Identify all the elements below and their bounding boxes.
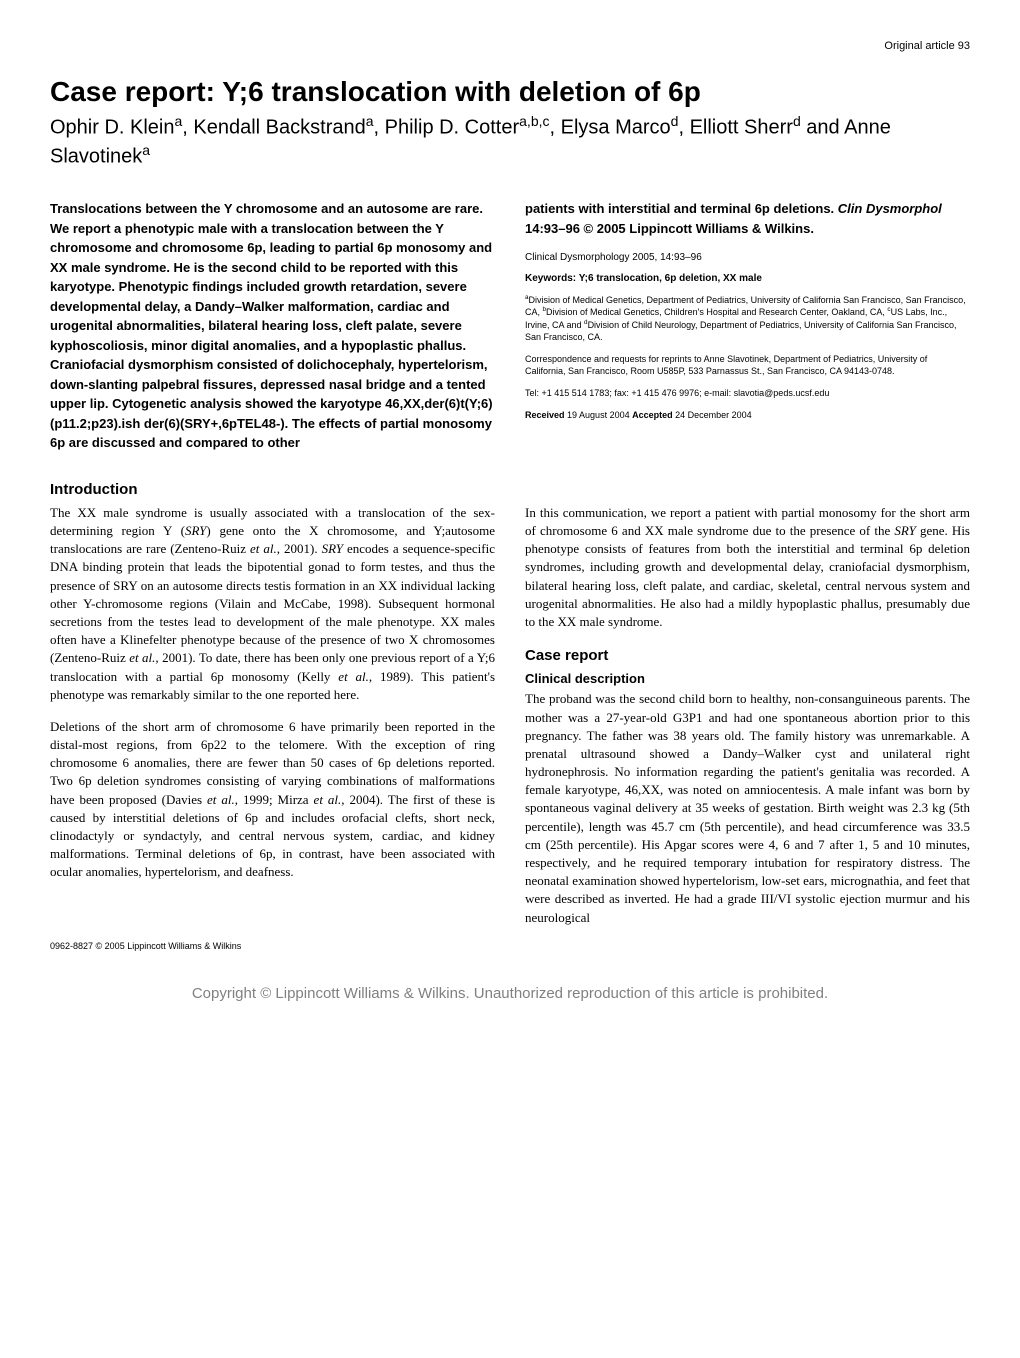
body-row: Introduction The XX male syndrome is usu… (50, 453, 970, 927)
abstract-right-text: patients with interstitial and terminal … (525, 201, 942, 236)
contact-info: Tel: +1 415 514 1783; fax: +1 415 476 99… (525, 387, 970, 399)
intro-title: Introduction (50, 479, 495, 500)
body-right-col: . In this communication, we report a pat… (525, 453, 970, 927)
journal-info: Clinical Dysmorphology 2005, 14:93–96 (525, 252, 970, 263)
abstract-right-col: patients with interstitial and terminal … (525, 199, 970, 453)
bottom-banner: Copyright © Lippincott Williams & Wilkin… (50, 977, 970, 1002)
intro-p2: Deletions of the short arm of chromosome… (50, 718, 495, 882)
affiliations: aDivision of Medical Genetics, Departmen… (525, 294, 970, 343)
footer-copyright: 0962-8827 © 2005 Lippincott Williams & W… (50, 941, 970, 951)
received-accepted: Received 19 August 2004 Accepted 24 Dece… (525, 409, 970, 421)
right-p1: In this communication, we report a patie… (525, 504, 970, 631)
correspondence: Correspondence and requests for reprints… (525, 353, 970, 377)
authors: Ophir D. Kleina, Kendall Backstranda, Ph… (50, 112, 970, 169)
case-p1: The proband was the second child born to… (525, 690, 970, 926)
keywords: Keywords: Y;6 translocation, 6p deletion… (525, 273, 970, 284)
abstract-left: Translocations between the Y chromosome … (50, 199, 495, 453)
abstract-right: patients with interstitial and terminal … (525, 199, 970, 238)
case-title: Case report (525, 645, 970, 666)
abstract-left-col: Translocations between the Y chromosome … (50, 199, 495, 453)
article-title: Case report: Y;6 translocation with dele… (50, 76, 970, 108)
intro-p1: The XX male syndrome is usually associat… (50, 504, 495, 704)
body-left-col: Introduction The XX male syndrome is usu… (50, 453, 495, 927)
clinical-title: Clinical description (525, 670, 970, 688)
header-label: Original article 93 (50, 40, 970, 52)
abstract-row: Translocations between the Y chromosome … (50, 199, 970, 453)
